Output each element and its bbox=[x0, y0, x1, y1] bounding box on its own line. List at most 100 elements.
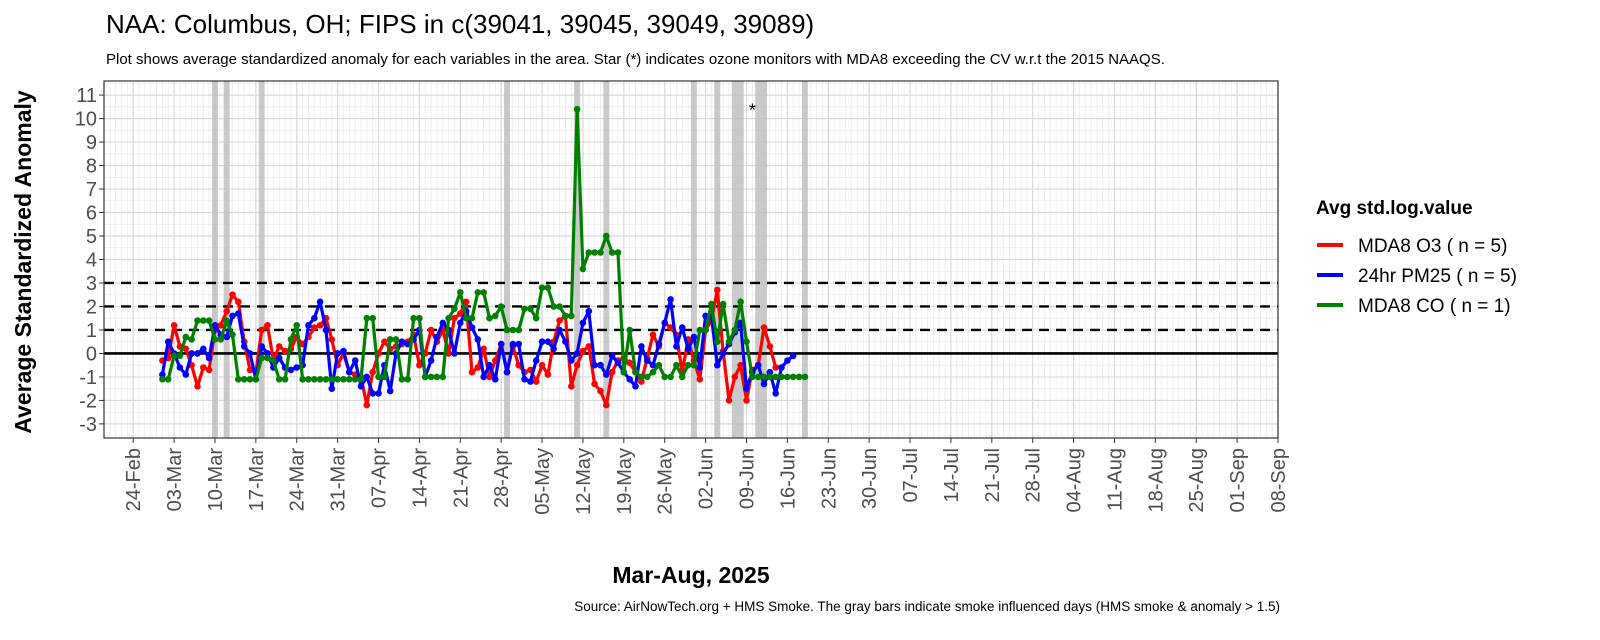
data-point bbox=[451, 350, 458, 357]
x-tick-label: 25-Aug bbox=[1186, 448, 1208, 513]
x-tick-label: 31-Mar bbox=[328, 448, 350, 512]
data-point bbox=[678, 324, 686, 331]
data-point bbox=[626, 376, 633, 383]
data-point bbox=[492, 312, 499, 320]
data-point bbox=[281, 376, 289, 383]
data-point bbox=[585, 249, 593, 256]
data-point bbox=[532, 314, 540, 322]
data-point bbox=[743, 397, 750, 404]
data-point bbox=[363, 401, 371, 409]
data-point bbox=[235, 376, 242, 383]
data-point bbox=[585, 343, 593, 350]
data-point bbox=[702, 326, 709, 334]
data-point bbox=[603, 371, 610, 378]
chart-subtitle: Plot shows average standardized anomaly … bbox=[106, 51, 1165, 68]
data-point bbox=[521, 376, 528, 383]
data-point bbox=[416, 361, 423, 369]
plot-panel: * bbox=[103, 80, 1279, 439]
x-tick-label: 21-Jul bbox=[982, 448, 1004, 502]
data-point bbox=[597, 387, 604, 395]
data-point bbox=[433, 333, 441, 341]
data-point bbox=[205, 366, 213, 374]
data-point bbox=[649, 361, 657, 369]
data-point bbox=[235, 298, 242, 306]
chart-caption: Source: AirNowTech.org + HMS Smoke. The … bbox=[574, 599, 1280, 614]
data-point bbox=[474, 289, 482, 296]
data-point bbox=[170, 322, 178, 329]
x-tick-label: 08-Sep bbox=[1268, 448, 1290, 513]
y-tick-label: 6 bbox=[86, 203, 97, 225]
x-tick-label: 28-Jul bbox=[1023, 448, 1045, 502]
data-point bbox=[503, 368, 511, 376]
data-point bbox=[223, 333, 230, 341]
data-point bbox=[357, 376, 365, 383]
data-point bbox=[421, 373, 429, 381]
x-tick-label: 24-Feb bbox=[123, 448, 145, 511]
y-tick-label: -3 bbox=[79, 414, 97, 436]
data-point bbox=[655, 340, 663, 348]
data-point bbox=[159, 371, 166, 378]
smoke-bar bbox=[690, 81, 697, 438]
data-point bbox=[737, 361, 744, 369]
data-point bbox=[503, 326, 511, 334]
data-point bbox=[532, 378, 540, 385]
data-point bbox=[229, 312, 236, 320]
data-point bbox=[480, 345, 488, 353]
x-tick-label: 11-Aug bbox=[1105, 448, 1127, 511]
data-point bbox=[194, 317, 201, 324]
x-tick-label: 03-Mar bbox=[164, 448, 186, 512]
smoke-bar bbox=[801, 81, 808, 438]
data-point bbox=[258, 326, 266, 334]
data-point bbox=[603, 232, 610, 240]
data-point bbox=[655, 361, 663, 369]
smoke-bar bbox=[211, 81, 218, 438]
data-point bbox=[725, 397, 733, 404]
data-point bbox=[264, 322, 271, 329]
data-point bbox=[176, 352, 184, 360]
data-point bbox=[427, 357, 435, 364]
data-point bbox=[200, 364, 207, 371]
data-point bbox=[188, 336, 195, 343]
data-point bbox=[275, 376, 283, 383]
data-point bbox=[334, 376, 341, 383]
data-point bbox=[486, 373, 493, 381]
x-tick-label: 07-Jul bbox=[900, 448, 922, 502]
data-point bbox=[608, 352, 616, 360]
data-point bbox=[457, 289, 464, 296]
x-tick-label: 28-Apr bbox=[491, 448, 513, 508]
data-point bbox=[427, 326, 435, 334]
data-point bbox=[299, 376, 306, 383]
data-point bbox=[591, 380, 598, 388]
data-point bbox=[451, 305, 458, 313]
x-tick-label: 14-Apr bbox=[409, 448, 431, 508]
data-point bbox=[778, 373, 785, 381]
y-tick-label: 4 bbox=[86, 250, 97, 272]
data-point bbox=[696, 364, 704, 371]
data-point bbox=[754, 373, 762, 381]
y-tick-label: 5 bbox=[86, 226, 97, 248]
data-point bbox=[275, 354, 283, 362]
data-point bbox=[457, 319, 464, 327]
data-point bbox=[264, 354, 271, 362]
data-point bbox=[795, 373, 803, 381]
x-tick-label: 12-May bbox=[573, 448, 595, 515]
y-tick-label: 0 bbox=[86, 343, 97, 365]
data-point bbox=[550, 345, 557, 353]
series-008000 bbox=[159, 105, 809, 383]
data-point bbox=[316, 298, 324, 306]
x-tick-label: 01-Sep bbox=[1227, 448, 1249, 513]
data-point bbox=[182, 371, 190, 378]
data-point bbox=[322, 376, 330, 383]
data-point bbox=[743, 385, 750, 393]
data-point bbox=[562, 338, 569, 346]
data-point bbox=[480, 289, 488, 296]
data-point bbox=[311, 324, 318, 331]
data-point bbox=[778, 364, 785, 371]
data-point bbox=[509, 326, 517, 334]
data-point bbox=[515, 326, 522, 334]
legend: Avg std.log.value MDA8 O3 ( n = 5) 24hr P… bbox=[1316, 198, 1517, 317]
y-axis-label: Average Standardized Anomaly bbox=[10, 90, 36, 434]
data-point bbox=[369, 390, 377, 397]
data-point bbox=[684, 361, 692, 369]
